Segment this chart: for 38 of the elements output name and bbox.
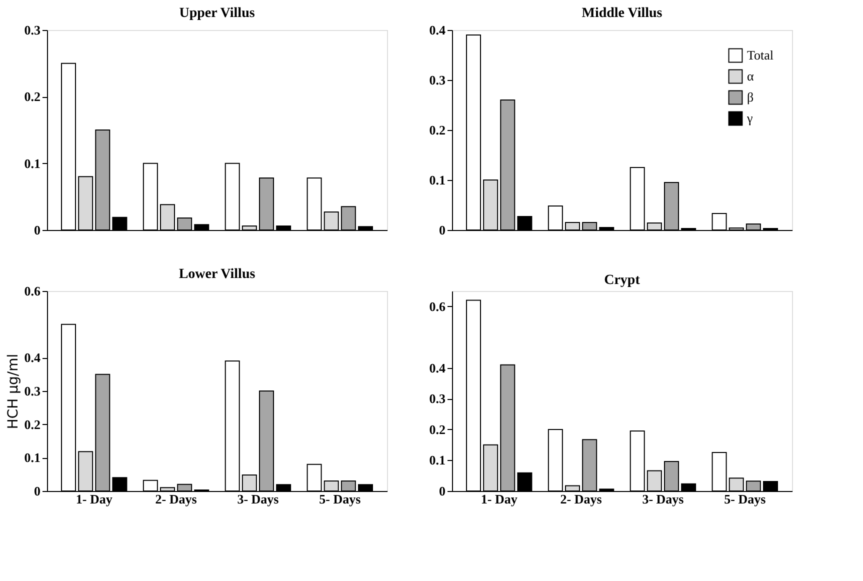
x-tick-label: 2- Days: [560, 492, 602, 506]
y-tick-label: 0.4: [24, 350, 41, 366]
chart-title: Lower Villus: [178, 267, 256, 282]
y-tick-label: 0: [439, 484, 446, 498]
y-tick-label: 0.2: [429, 122, 446, 138]
y-tick-label: 0.3: [429, 391, 446, 406]
chart-title: Middle Villus: [582, 6, 663, 21]
y-tick-label: 0.4: [429, 360, 446, 376]
y-tick-label: 0.1: [24, 450, 40, 466]
x-tick-label: 3- Days: [642, 492, 684, 506]
x-tick-label: 3- Days: [237, 492, 279, 506]
legend-label: β: [747, 90, 754, 104]
legend-label: Total: [747, 48, 774, 62]
y-tick-label: 0: [439, 222, 446, 238]
y-tick-label: 0.3: [24, 22, 41, 38]
y-tick-label: 0.2: [24, 89, 40, 104]
legend-label: α: [747, 68, 754, 84]
y-tick-label: 0.1: [24, 156, 40, 171]
x-tick-label: 5- Days: [319, 492, 361, 506]
y-tick-label: 0.6: [429, 298, 446, 314]
x-tick-label: 2- Days: [155, 492, 197, 506]
y-tick-label: 0.3: [24, 384, 41, 398]
x-tick-label: 5- Days: [724, 492, 766, 506]
y-tick-label: 0.4: [429, 22, 446, 38]
chart-title: Upper Villus: [179, 6, 256, 21]
x-tick-label: 1- Day: [76, 492, 113, 506]
y-tick-label: 0.2: [429, 422, 446, 437]
chart-title: Crypt: [604, 273, 640, 288]
y-tick-label: 0.6: [24, 284, 41, 298]
y-axis-title: HCH µg/ml: [5, 354, 22, 430]
x-tick-label: 1- Day: [480, 492, 518, 506]
y-tick-label: 0.3: [429, 72, 446, 88]
y-tick-label: 0: [34, 222, 40, 238]
y-tick-label: 0.1: [429, 172, 446, 188]
y-tick-label: 0.1: [429, 452, 446, 468]
y-tick-label: 0: [34, 484, 40, 498]
legend-label: γ: [746, 110, 753, 126]
y-tick-label: 0.2: [24, 416, 40, 432]
